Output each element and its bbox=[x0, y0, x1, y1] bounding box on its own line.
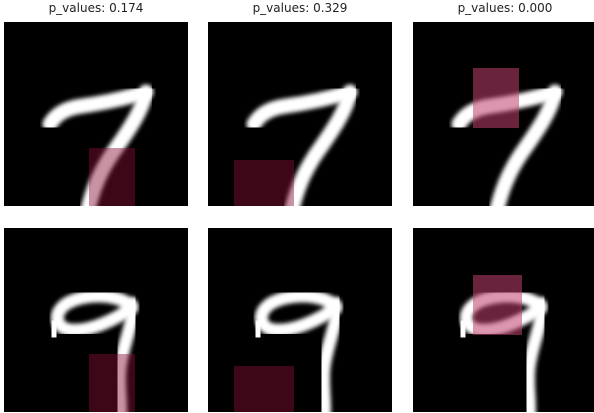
occlusion-patch bbox=[473, 68, 519, 128]
image-panel bbox=[413, 228, 594, 413]
image-panel bbox=[4, 228, 188, 413]
image-panel bbox=[208, 228, 392, 413]
panel-title: p_values: 0.174 bbox=[49, 1, 144, 15]
occlusion-patch bbox=[234, 160, 294, 206]
occlusion-patch bbox=[234, 366, 294, 412]
panel-title: p_values: 0.329 bbox=[253, 1, 348, 15]
occlusion-patch bbox=[89, 354, 135, 413]
image-panel bbox=[413, 22, 594, 218]
image-panel bbox=[4, 22, 188, 218]
image-panel bbox=[208, 22, 392, 218]
panel-title: p_values: 0.000 bbox=[458, 1, 553, 15]
figure: p_values: 0.174 p_values: 0.329 p_values… bbox=[0, 0, 594, 413]
occlusion-patch bbox=[89, 148, 135, 208]
occlusion-patch bbox=[473, 275, 522, 335]
page: {"titles": ["p_values: 0.174", "p_values… bbox=[0, 0, 594, 413]
